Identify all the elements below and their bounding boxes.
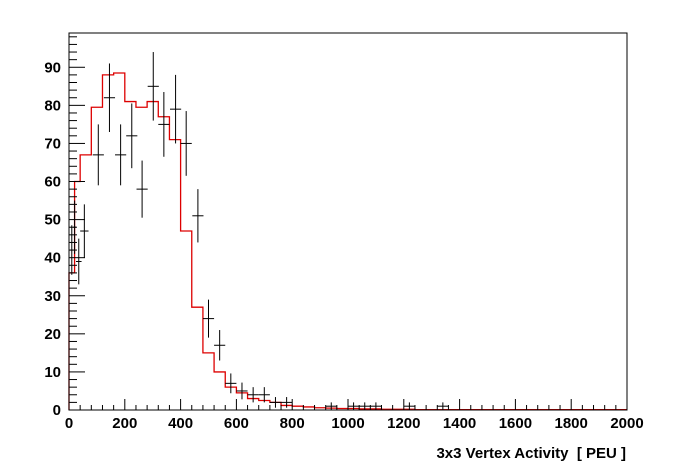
data-point <box>403 402 415 410</box>
data-point <box>247 387 259 403</box>
data-point <box>192 189 204 243</box>
data-point <box>180 111 192 176</box>
data-point <box>169 74 182 144</box>
x-tick-label: 1200 <box>387 415 420 432</box>
x-axis-title: 3x3 Vertex Activity [ PEU ] <box>436 445 626 462</box>
data-point <box>75 238 82 285</box>
y-tick-label: 80 <box>44 97 61 114</box>
data-point <box>370 402 382 410</box>
x-tick-label: 200 <box>112 415 137 432</box>
data-point <box>281 397 293 408</box>
data-point <box>214 330 226 361</box>
y-tick-label: 60 <box>44 174 61 191</box>
data-series <box>70 52 449 410</box>
x-axis-tick-labels: 0 200 400 600 800 1000 1200 1400 1600 1800 2000 <box>65 415 644 432</box>
y-tick-label: 50 <box>44 212 61 229</box>
x-tick-label: 400 <box>168 415 193 432</box>
data-point <box>236 382 248 400</box>
x-tick-label: 1400 <box>443 415 476 432</box>
data-point <box>269 397 282 408</box>
x-tick-label: 600 <box>224 415 249 432</box>
data-point <box>136 160 148 218</box>
y-tick-label: 20 <box>44 326 61 343</box>
x-tick-label: 800 <box>280 415 305 432</box>
y-axis-ticks <box>69 36 85 411</box>
y-tick-label: 10 <box>44 364 61 381</box>
data-point <box>92 124 104 186</box>
data-point <box>258 387 270 403</box>
x-axis-ticks <box>68 399 628 410</box>
data-point <box>126 103 138 169</box>
data-point <box>225 373 237 394</box>
y-tick-label: 30 <box>44 288 61 305</box>
prediction-step-line <box>68 72 627 411</box>
data-point <box>325 402 337 410</box>
y-tick-label: 40 <box>44 250 61 267</box>
plot-background <box>69 33 627 410</box>
data-point <box>202 299 215 338</box>
data-point <box>80 204 89 258</box>
data-point <box>359 402 371 410</box>
x-tick-label: 2000 <box>610 415 643 432</box>
x-tick-label: 1000 <box>331 415 364 432</box>
x-tick-label: 1600 <box>499 415 532 432</box>
data-point <box>115 124 127 186</box>
data-point <box>348 402 360 410</box>
y-tick-label: 90 <box>44 59 61 76</box>
prediction-series <box>68 72 627 411</box>
y-axis-tick-labels: 0 10 20 30 40 50 60 70 80 90 <box>44 59 61 419</box>
y-tick-label: 0 <box>53 402 61 419</box>
data-point <box>147 52 159 121</box>
data-point <box>103 63 116 133</box>
data-point <box>158 92 170 157</box>
x-tick-label: 0 <box>65 415 73 432</box>
x-tick-label: 1800 <box>555 415 588 432</box>
y-tick-label: 70 <box>44 135 61 152</box>
data-point <box>437 402 449 410</box>
